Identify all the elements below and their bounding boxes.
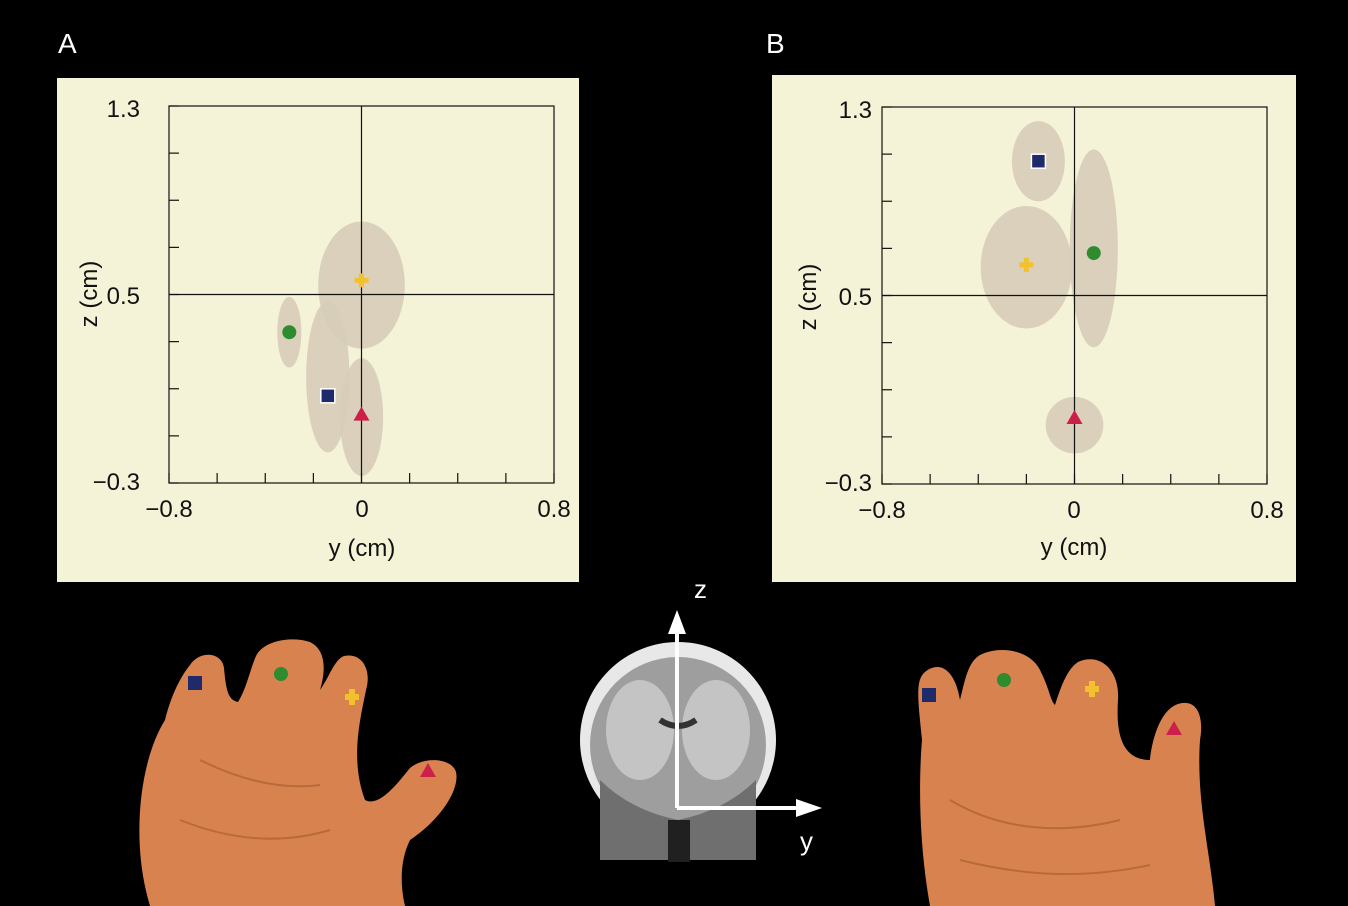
circle-marker xyxy=(1086,246,1101,261)
cross-marker xyxy=(1085,681,1099,697)
y-axis-label: z (cm) xyxy=(795,264,822,331)
chart-a-svg: 1.3 0.5 −0.3 −0.8 0 0.8 y (cm) z (cm) xyxy=(76,96,571,562)
cross-marker xyxy=(354,273,369,288)
cross-marker xyxy=(1019,257,1034,272)
chart-b xyxy=(881,106,1268,485)
ytick-label: −0.3 xyxy=(93,469,140,496)
circle-marker xyxy=(282,325,297,340)
square-marker xyxy=(188,676,202,690)
xtick-label: 0 xyxy=(355,496,368,523)
xtick-label: −0.8 xyxy=(145,496,192,523)
xtick-label: 0.8 xyxy=(537,496,570,523)
x-axis-label: y (cm) xyxy=(329,535,396,562)
chart-b-svg: 1.3 0.5 −0.3 −0.8 0 0.8 y (cm) z (cm) xyxy=(795,97,1284,561)
xtick-label: 0 xyxy=(1067,497,1080,524)
triangle-marker xyxy=(1066,410,1083,425)
circle-marker xyxy=(274,667,288,681)
right-hand-illustration xyxy=(918,650,1215,906)
panel-label-a: A xyxy=(58,28,77,59)
square-ellipse xyxy=(306,301,350,453)
panel-label-b: B xyxy=(766,28,785,59)
square-marker xyxy=(320,388,336,404)
ytick-label: 0.5 xyxy=(107,283,140,310)
z-axis-arrow-icon xyxy=(668,610,686,634)
xtick-label: −0.8 xyxy=(858,497,905,524)
left-hand-illustration xyxy=(139,639,457,906)
plot-panel-a: 1.3 0.5 −0.3 −0.8 0 0.8 y (cm) z (cm) xyxy=(57,78,579,582)
xtick-label: 0.8 xyxy=(1250,497,1283,524)
square-marker xyxy=(922,688,936,702)
chart-a xyxy=(168,105,555,484)
x-axis-label: y (cm) xyxy=(1041,534,1108,561)
triangle-marker xyxy=(1166,721,1182,735)
triangle-marker xyxy=(420,763,436,777)
plot-panel-b: 1.3 0.5 −0.3 −0.8 0 0.8 y (cm) z (cm) xyxy=(772,75,1296,582)
cross-marker xyxy=(345,689,359,705)
y-axis-label: z (cm) xyxy=(76,261,103,328)
circle-marker xyxy=(997,673,1011,687)
brain-mri-illustration xyxy=(578,640,778,862)
triangle-marker xyxy=(353,406,370,421)
ytick-label: 0.5 xyxy=(839,284,872,311)
square-marker xyxy=(1030,153,1047,169)
axes-diagram: z y xyxy=(668,574,822,856)
z-axis-label: z xyxy=(694,574,707,604)
y-axis-label: y xyxy=(800,826,813,856)
ytick-label: 1.3 xyxy=(107,96,140,123)
y-axis-arrow-icon xyxy=(796,799,822,817)
ytick-label: −0.3 xyxy=(825,470,872,497)
ytick-label: 1.3 xyxy=(839,97,872,124)
